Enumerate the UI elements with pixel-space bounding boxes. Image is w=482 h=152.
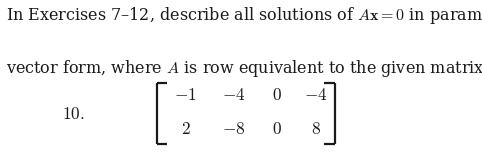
Text: $\mathbf{10.}$: $\mathbf{10.}$: [62, 106, 84, 123]
Text: $2$: $2$: [181, 121, 190, 138]
Text: $8$: $8$: [311, 121, 321, 138]
Text: $-4$: $-4$: [222, 87, 245, 104]
Text: $0$: $0$: [272, 87, 282, 104]
Text: $-8$: $-8$: [222, 121, 245, 138]
Text: $-4$: $-4$: [304, 87, 327, 104]
Text: $-1$: $-1$: [174, 87, 197, 104]
Text: $0$: $0$: [272, 121, 282, 138]
Text: vector form, where $\mathit{A}$ is row equivalent to the given matrix.: vector form, where $\mathit{A}$ is row e…: [6, 58, 482, 79]
Text: In Exercises 7–12, describe all solutions of $\mathit{A}\mathbf{x} = \mathbf{0}$: In Exercises 7–12, describe all solution…: [6, 5, 482, 26]
